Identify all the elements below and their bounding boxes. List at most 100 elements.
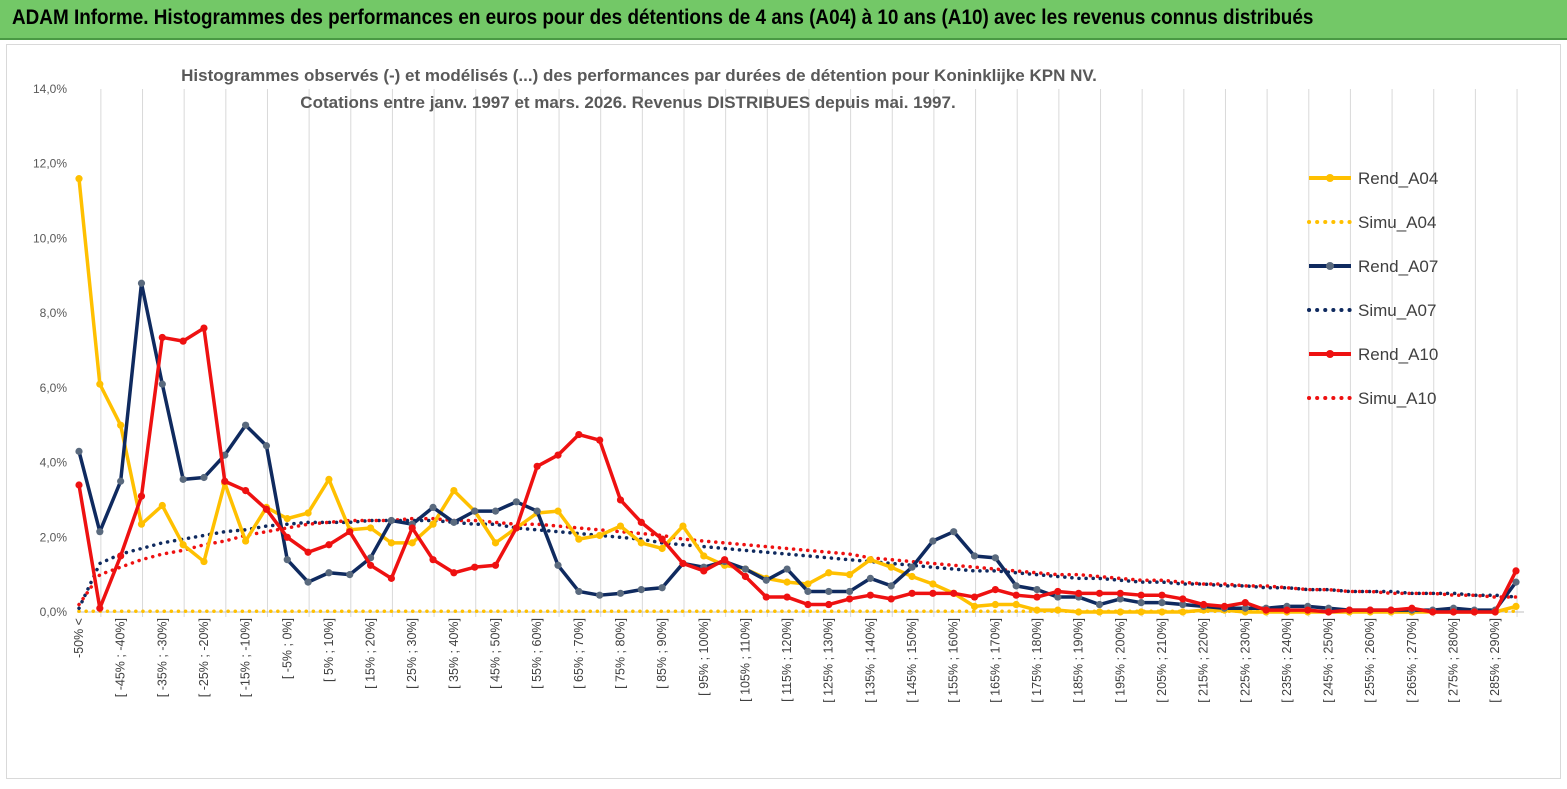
x-tick-label: [ 145% ; 150%] — [905, 618, 919, 703]
data-point — [1033, 606, 1041, 614]
data-point — [1200, 600, 1208, 609]
x-tick-label: [ 115% ; 120%] — [780, 618, 794, 702]
data-point — [762, 593, 770, 601]
data-point — [1012, 582, 1020, 590]
series-line — [77, 326, 1518, 614]
data-point — [658, 544, 666, 553]
data-point — [366, 524, 375, 532]
data-point — [721, 556, 729, 564]
legend-marker — [1326, 350, 1334, 358]
data-point — [1304, 606, 1312, 614]
data-point — [512, 498, 520, 506]
data-point — [429, 520, 437, 528]
data-point — [596, 531, 604, 540]
data-point — [1158, 599, 1166, 607]
chart-title-line-1: Histogrammes observés (-) et modélisés (… — [181, 66, 1097, 85]
data-point — [783, 578, 791, 586]
y-tick-label: 8,0% — [40, 306, 68, 320]
data-point — [1512, 578, 1520, 586]
series-rend-a07 — [75, 279, 1520, 614]
data-point — [533, 462, 541, 470]
x-tick-label: [ 5% ; 10%] — [322, 618, 336, 682]
data-point — [471, 507, 479, 515]
data-point — [346, 528, 354, 536]
x-tick-label: [ 225% ; 230%] — [1238, 618, 1252, 703]
data-point — [700, 552, 708, 560]
series-rend-a04 — [75, 175, 1520, 616]
series-line — [77, 516, 1518, 607]
data-point — [137, 520, 146, 528]
data-point — [1366, 606, 1374, 614]
data-point — [783, 565, 791, 573]
data-point — [991, 585, 999, 594]
data-point — [158, 333, 166, 342]
data-point — [429, 503, 437, 511]
data-point — [783, 593, 791, 601]
data-point — [845, 587, 854, 596]
data-point — [117, 552, 125, 560]
x-axis-tick-labels: -50% < [ -45% ; -40%] [ -35% ; -30%] [ -25%… — [72, 618, 1502, 703]
data-point — [512, 524, 520, 532]
data-point — [450, 569, 458, 577]
x-tick-label: [ 55% ; 60%] — [530, 618, 544, 689]
series-line — [77, 178, 1517, 614]
x-tick-label: [ 95% ; 100%] — [697, 618, 711, 696]
x-tick-label: -50% < — [72, 618, 86, 658]
data-point — [491, 507, 500, 515]
x-tick-label: [ 75% ; 80%] — [613, 618, 627, 689]
data-point — [1512, 567, 1520, 575]
data-point — [1179, 600, 1187, 609]
data-point — [575, 430, 583, 439]
series-simu-a10 — [77, 516, 1518, 607]
x-tick-label: [ -5% ; 0%] — [280, 618, 294, 679]
data-point — [866, 556, 874, 564]
x-tick-label: [ -45% ; -40%] — [114, 618, 128, 697]
data-point — [929, 580, 937, 588]
legend-entry: Rend_A07 — [1309, 257, 1438, 276]
data-point — [1387, 606, 1395, 614]
data-point — [970, 602, 979, 611]
data-point — [96, 380, 104, 388]
data-point — [471, 563, 479, 571]
data-point — [866, 591, 874, 599]
data-point — [845, 571, 854, 579]
data-point — [387, 574, 395, 582]
x-tick-label: [ 105% ; 110%] — [738, 618, 752, 702]
x-tick-label: [ 185% ; 190%] — [1072, 618, 1086, 703]
data-point — [908, 563, 916, 571]
data-point — [554, 507, 562, 515]
data-point — [242, 421, 250, 429]
data-point — [970, 593, 979, 601]
data-point — [887, 563, 895, 571]
data-point — [1054, 606, 1062, 614]
y-tick-label: 0,0% — [40, 605, 68, 619]
data-point — [117, 421, 125, 429]
data-point — [804, 587, 812, 596]
data-point — [262, 505, 271, 513]
data-point — [637, 585, 645, 594]
chart-title-line-2: Cotations entre janv. 1997 et mars. 2026… — [300, 93, 955, 112]
data-point — [117, 477, 125, 485]
chart-area: Histogrammes observés (-) et modélisés (… — [6, 44, 1561, 779]
data-point — [991, 554, 999, 562]
data-point — [304, 509, 312, 517]
data-point — [387, 539, 395, 547]
series-line — [77, 518, 1518, 611]
data-point — [1470, 608, 1478, 616]
x-tick-label: [ 245% ; 250%] — [1322, 618, 1336, 703]
data-point — [596, 436, 604, 444]
data-point — [200, 473, 208, 482]
data-point — [1512, 602, 1520, 611]
data-point — [1241, 604, 1249, 612]
data-point — [762, 576, 770, 584]
data-point — [1116, 589, 1124, 597]
y-tick-label: 10,0% — [33, 231, 67, 245]
data-point — [200, 324, 208, 332]
data-point — [491, 539, 500, 547]
histogram-line-chart: Histogrammes observés (-) et modélisés (… — [33, 66, 1524, 703]
data-point — [1116, 608, 1124, 616]
data-point — [1137, 608, 1145, 616]
data-point — [1137, 599, 1145, 607]
y-tick-label: 12,0% — [33, 157, 67, 171]
data-point — [1012, 591, 1020, 599]
